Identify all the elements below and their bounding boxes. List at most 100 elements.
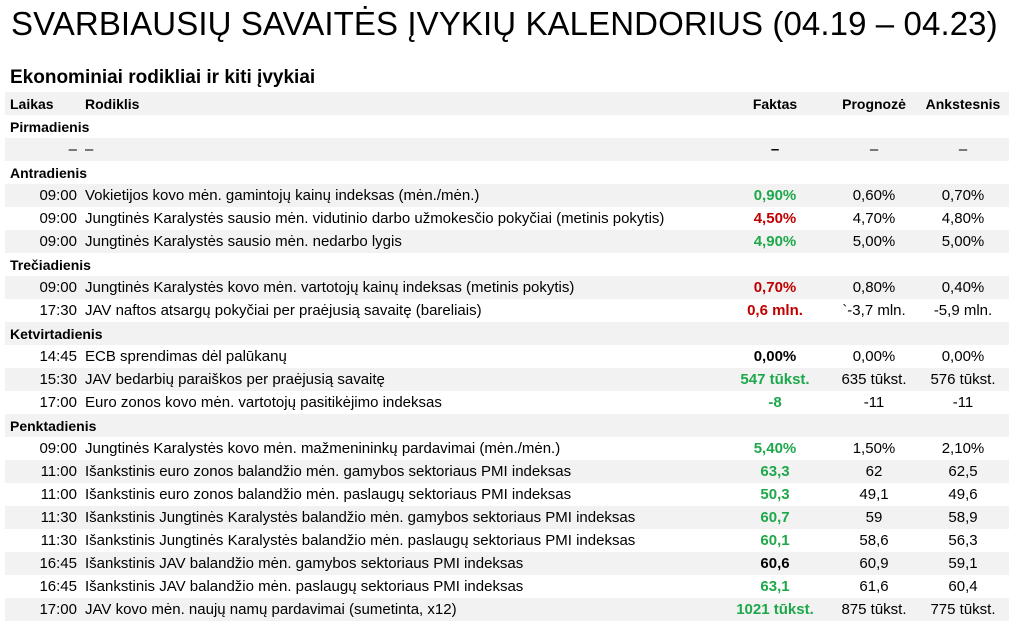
event-fact: 4,50% — [753, 210, 797, 227]
event-previous: 0,70% — [917, 184, 1009, 207]
event-previous: 0,40% — [917, 276, 1009, 299]
event-indicator: JAV bedarbių paraiškos per praėjusią sav… — [82, 368, 719, 391]
event-fact: – — [719, 138, 831, 161]
event-time: 09:00 — [5, 230, 82, 253]
event-time: 17:30 — [39, 302, 77, 319]
event-forecast: 59 — [831, 506, 917, 529]
event-time: 09:00 — [5, 184, 82, 207]
event-indicator: Jungtinės Karalystės sausio mėn. nedarbo… — [82, 230, 719, 253]
event-previous: 49,6 — [948, 486, 978, 503]
event-previous: – — [917, 138, 1009, 161]
table-row: – – – – – — [5, 138, 1009, 161]
event-previous: 58,9 — [917, 506, 1009, 529]
event-fact: 60,7 — [719, 506, 831, 529]
event-indicator: Jungtinės Karalystės kovo mėn. mažmenini… — [85, 440, 561, 457]
table-row: 09:00 Jungtinės Karalystės sausio mėn. ne… — [5, 230, 1009, 253]
event-indicator: – — [82, 138, 719, 161]
day-label: Ketvirtadienis — [5, 322, 1009, 345]
day-row: Ketvirtadienis — [5, 322, 1009, 345]
event-previous: 775 tūkst. — [917, 598, 1009, 621]
event-indicator: JAV kovo mėn. naujų namų pardavimai (sum… — [82, 598, 719, 621]
table-row: 17:00 Euro zonos kovo mėn. vartotojų pasi… — [5, 391, 1009, 414]
event-forecast: 62 — [831, 460, 917, 483]
page-title: SVARBIAUSIŲ SAVAITĖS ĮVYKIŲ KALENDORIUS … — [11, 5, 998, 42]
event-indicator: Išankstinis euro zonos balandžio mėn. pa… — [85, 486, 572, 503]
event-forecast: – — [831, 138, 917, 161]
event-previous: 576 tūkst. — [917, 368, 1009, 391]
table-row: 11:30 Išankstinis Jungtinės Karalystės ba… — [5, 529, 1009, 552]
event-forecast: 0,80% — [831, 276, 917, 299]
event-fact: 0,90% — [719, 184, 831, 207]
event-forecast: 61,6 — [859, 578, 889, 595]
event-forecast: 49,1 — [859, 486, 889, 503]
table-row: 09:00 Vokietijos kovo mėn. gamintojų kain… — [5, 184, 1009, 207]
day-row: Antradienis — [5, 161, 1009, 184]
event-time: 11:30 — [40, 532, 77, 549]
event-fact: 63,1 — [760, 578, 790, 595]
event-fact: 50,3 — [760, 486, 790, 503]
day-label: Pirmadienis — [10, 118, 90, 135]
event-indicator: JAV naftos atsargų pokyčiai per praėjusi… — [85, 302, 482, 319]
event-time: – — [5, 138, 82, 161]
event-indicator: Išankstinis JAV balandžio mėn. gamybos s… — [82, 552, 719, 575]
event-fact: 1021 tūkst. — [719, 598, 831, 621]
event-indicator: Jungtinės Karalystės kovo mėn. vartotojų… — [82, 276, 719, 299]
event-forecast: `-3,7 mln. — [842, 302, 906, 319]
event-forecast: 635 tūkst. — [831, 368, 917, 391]
header-time: Laikas — [5, 92, 82, 115]
event-time: 09:00 — [39, 440, 77, 457]
event-indicator: Jungtinės Karalystės sausio mėn. vidutin… — [85, 210, 665, 227]
event-time: 09:00 — [5, 276, 82, 299]
event-previous: 4,80% — [941, 210, 985, 227]
event-fact: 0,70% — [719, 276, 831, 299]
event-forecast: 5,00% — [831, 230, 917, 253]
event-time: 14:45 — [39, 348, 77, 365]
table-row: 09:00 Jungtinės Karalystės kovo mėn. mažm… — [5, 437, 1009, 460]
event-time: 15:30 — [5, 368, 82, 391]
table-row: 17:30 JAV naftos atsargų pokyčiai per pra… — [5, 299, 1009, 322]
day-row: Pirmadienis — [5, 115, 1009, 138]
day-label: Penktadienis — [5, 414, 1009, 437]
event-fact: 0,00% — [753, 348, 797, 365]
event-time: 11:00 — [5, 460, 82, 483]
events-table: Laikas Rodiklis Faktas Prognozė Ankstesn… — [5, 92, 1009, 621]
header-fact: Faktas — [719, 92, 831, 115]
event-forecast: 4,70% — [852, 210, 896, 227]
table-row: 14:45 ECB sprendimas dėl palūkanų 0,00% 0,0… — [5, 345, 1009, 368]
event-fact: -8 — [768, 394, 782, 411]
event-forecast: 0,60% — [831, 184, 917, 207]
event-forecast: 0,00% — [852, 348, 896, 365]
event-fact: 5,40% — [753, 440, 797, 457]
event-fact: 547 tūkst. — [719, 368, 831, 391]
event-fact: 4,90% — [719, 230, 831, 253]
table-row: 11:00 Išankstinis euro zonos balandžio mė… — [5, 483, 1009, 506]
event-fact: 60,6 — [719, 552, 831, 575]
event-indicator: Euro zonos kovo mėn. vartotojų pasitikėj… — [85, 394, 442, 411]
event-indicator: Išankstinis Jungtinės Karalystės balandž… — [82, 506, 719, 529]
event-previous: 59,1 — [917, 552, 1009, 575]
event-time: 17:00 — [5, 598, 82, 621]
table-row: 09:00 Jungtinės Karalystės sausio mėn. vi… — [5, 207, 1009, 230]
event-forecast: 875 tūkst. — [831, 598, 917, 621]
event-previous: 2,10% — [941, 440, 985, 457]
event-indicator: Vokietijos kovo mėn. gamintojų kainų ind… — [82, 184, 719, 207]
event-time: 11:30 — [5, 506, 82, 529]
event-forecast: 58,6 — [859, 532, 889, 549]
event-time: 11:00 — [40, 486, 77, 503]
event-previous: 56,3 — [948, 532, 978, 549]
event-previous: 0,00% — [941, 348, 985, 365]
event-forecast: -11 — [863, 394, 885, 411]
event-previous: 60,4 — [948, 578, 978, 595]
event-indicator: Išankstinis euro zonos balandžio mėn. ga… — [82, 460, 719, 483]
table-row: 15:30 JAV bedarbių paraiškos per praėjusi… — [5, 368, 1009, 391]
event-indicator: ECB sprendimas dėl palūkanų — [85, 348, 287, 365]
event-forecast: 60,9 — [831, 552, 917, 575]
table-row: 17:00 JAV kovo mėn. naujų namų pardavimai… — [5, 598, 1009, 621]
header-indicator: Rodiklis — [82, 92, 719, 115]
event-previous: 62,5 — [917, 460, 1009, 483]
event-time: 09:00 — [39, 210, 77, 227]
event-indicator: Išankstinis Jungtinės Karalystės balandž… — [85, 532, 636, 549]
table-row: 16:45 Išankstinis JAV balandžio mėn. pasl… — [5, 575, 1009, 598]
day-label: Antradienis — [10, 164, 88, 181]
event-fact: 63,3 — [719, 460, 831, 483]
